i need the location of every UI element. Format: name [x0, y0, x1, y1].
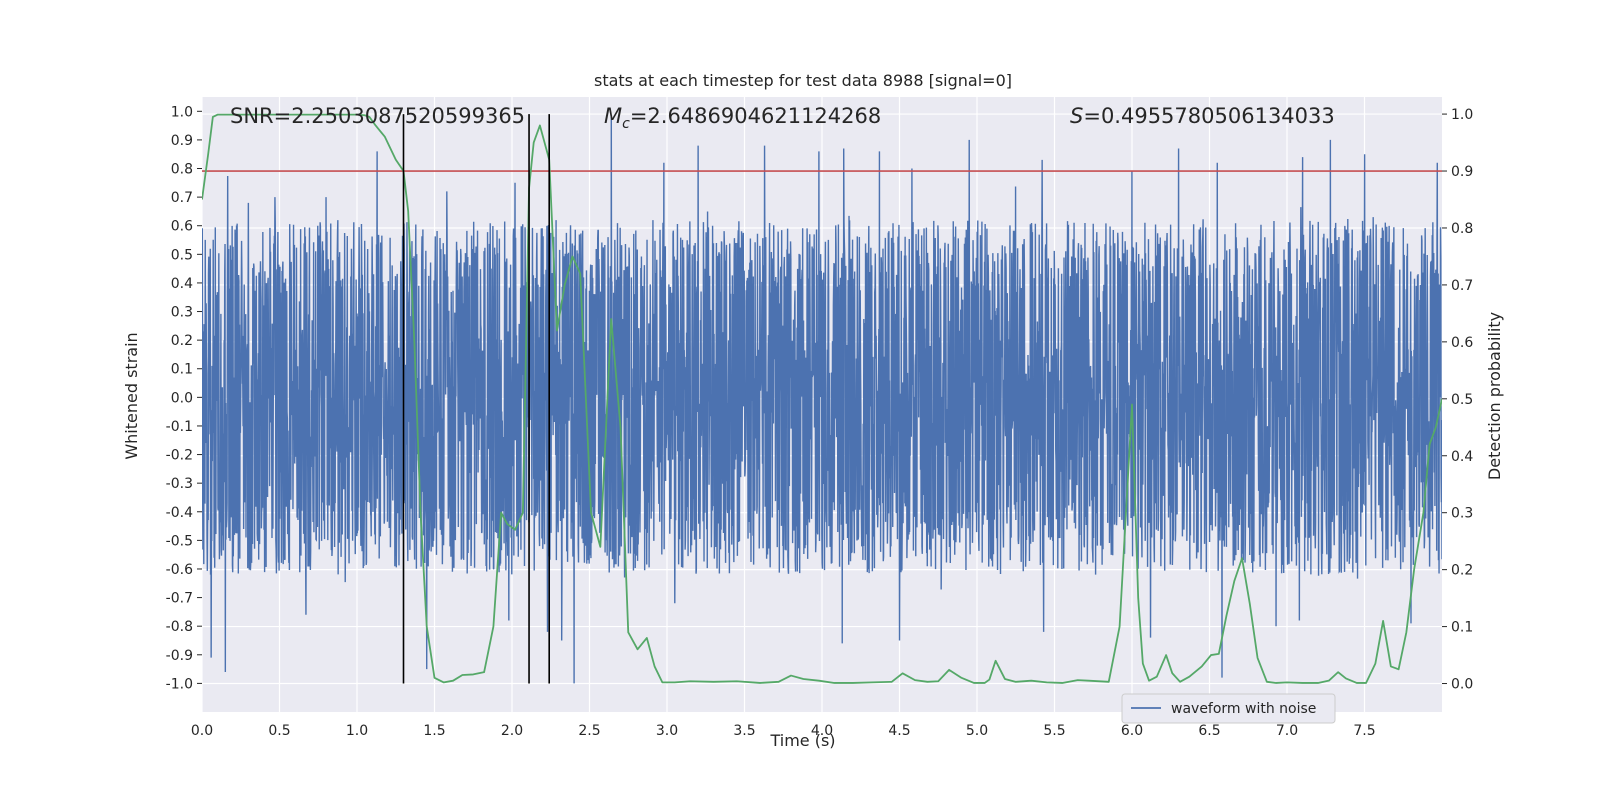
- y-left-tick-label: -1.0: [166, 676, 193, 692]
- legend-box: [1121, 693, 1336, 724]
- chirp-mass-symbol: M: [604, 104, 622, 128]
- y-left-tick-label: 0.6: [171, 219, 193, 235]
- y-left-tick-label: 0.5: [171, 247, 193, 263]
- x-tick-label: 4.5: [888, 723, 910, 739]
- y-left-tick-label: 0.2: [171, 333, 193, 349]
- x-tick-label: 5.0: [966, 723, 988, 739]
- y-left-tick-label: 1.0: [171, 104, 193, 120]
- y-left-tick-label: 0.4: [171, 276, 193, 292]
- y-right-axis-label: Detection probability: [1485, 312, 1504, 480]
- x-tick-label: 0.0: [191, 723, 213, 739]
- y-right-tick-label: 0.3: [1451, 506, 1473, 522]
- x-tick-label: 0.5: [268, 723, 290, 739]
- y-left-tick-label: 0.0: [171, 390, 193, 406]
- x-tick-label: 2.0: [501, 723, 523, 739]
- x-tick-label: 1.0: [346, 723, 368, 739]
- y-left-tick-label: -0.3: [166, 476, 193, 492]
- vertical-markers: [402, 114, 551, 684]
- y-left-tick-label: 0.9: [171, 133, 193, 149]
- chart-title: stats at each timestep for test data 898…: [594, 71, 1012, 90]
- x-tick-label: 3.5: [733, 723, 755, 739]
- chirp-mass-value: =2.6486904621124268: [630, 104, 881, 128]
- y-right-tick-label: 0.1: [1451, 620, 1473, 636]
- y-right-tick-label: 0.5: [1451, 392, 1473, 408]
- x-tick-label: 1.5: [423, 723, 445, 739]
- waveform-series: [202, 117, 1442, 684]
- y-right-tick-label: 0.4: [1451, 449, 1473, 465]
- y-left-tick-label: -0.1: [166, 419, 193, 435]
- y-right-tick-label: 0.9: [1451, 164, 1473, 180]
- y-left-tick-label: -0.6: [166, 562, 193, 578]
- waveform-line: [202, 117, 1442, 684]
- y-left-tick-label: 0.8: [171, 162, 193, 178]
- snr-annotation: SNR=2.2503087520599365: [230, 104, 525, 128]
- y-left-tick-label: -0.5: [166, 533, 193, 549]
- y-left-tick-label: -0.2: [166, 448, 193, 464]
- s-annotation: S=0.4955780506134033: [1070, 104, 1335, 128]
- x-tick-label: 5.5: [1043, 723, 1065, 739]
- x-tick-label: 6.0: [1121, 723, 1143, 739]
- y-right-tick-label: 0.2: [1451, 563, 1473, 579]
- y-left-tick-label: -0.9: [166, 648, 193, 664]
- chirp-mass-subscript: c: [622, 116, 630, 132]
- s-symbol: S: [1070, 104, 1083, 128]
- x-tick-label: 2.5: [578, 723, 600, 739]
- x-tick-label: 6.5: [1198, 723, 1220, 739]
- y-left-axis-ticks: 1.0 0.9 0.8 0.7 0.6 0.5 0.4 0.3 0.2 0.1 0.0 -0.1 -0.…: [166, 104, 202, 692]
- y-right-tick-label: 0.7: [1451, 278, 1473, 294]
- x-tick-label: 7.0: [1276, 723, 1298, 739]
- y-left-tick-label: 0.1: [171, 362, 193, 378]
- x-tick-label: 4.0: [811, 723, 833, 739]
- y-left-axis-label: Whitened strain: [122, 332, 141, 459]
- y-right-tick-label: 1.0: [1451, 107, 1473, 123]
- x-axis-ticks: 0.0 0.5 1.0 1.5 2.0 2.5 3.0 3.5 4.0 4.5 5.0 5.5 6.0 6…: [191, 723, 1376, 739]
- probability-series: [202, 113, 1442, 684]
- legend: waveform with noise: [1121, 693, 1336, 724]
- y-right-tick-label: 0.6: [1451, 335, 1473, 351]
- legend-label-waveform: waveform with noise: [1171, 701, 1316, 717]
- x-tick-label: 7.5: [1353, 723, 1375, 739]
- y-right-tick-label: 0.8: [1451, 221, 1473, 237]
- detection-probability-line: [202, 113, 1442, 684]
- chirp-mass-annotation: Mc=2.6486904621124268: [604, 104, 881, 132]
- y-right-tick-label: 0.0: [1451, 677, 1473, 693]
- y-left-tick-label: 0.7: [171, 190, 193, 206]
- x-tick-label: 3.0: [656, 723, 678, 739]
- y-left-tick-label: -0.7: [166, 591, 193, 607]
- s-value: =0.4955780506134033: [1083, 104, 1334, 128]
- y-right-axis-ticks: 1.0 0.9 0.8 0.7 0.6 0.5 0.4 0.3 0.2 0.1 0.0: [1442, 107, 1473, 693]
- y-left-tick-label: -0.4: [166, 505, 193, 521]
- x-axis-label: Time (s): [769, 731, 835, 750]
- y-left-tick-label: -0.8: [166, 619, 193, 635]
- y-left-tick-label: 0.3: [171, 305, 193, 321]
